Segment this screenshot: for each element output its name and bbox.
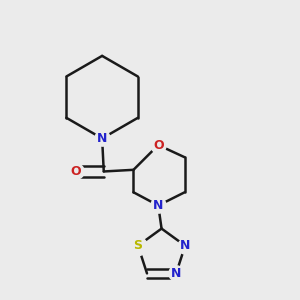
Text: S: S bbox=[134, 239, 142, 252]
Text: N: N bbox=[97, 132, 107, 145]
Text: O: O bbox=[153, 139, 164, 152]
Text: N: N bbox=[153, 199, 164, 212]
Text: N: N bbox=[171, 267, 181, 280]
Text: O: O bbox=[70, 165, 81, 178]
Text: N: N bbox=[180, 239, 190, 252]
